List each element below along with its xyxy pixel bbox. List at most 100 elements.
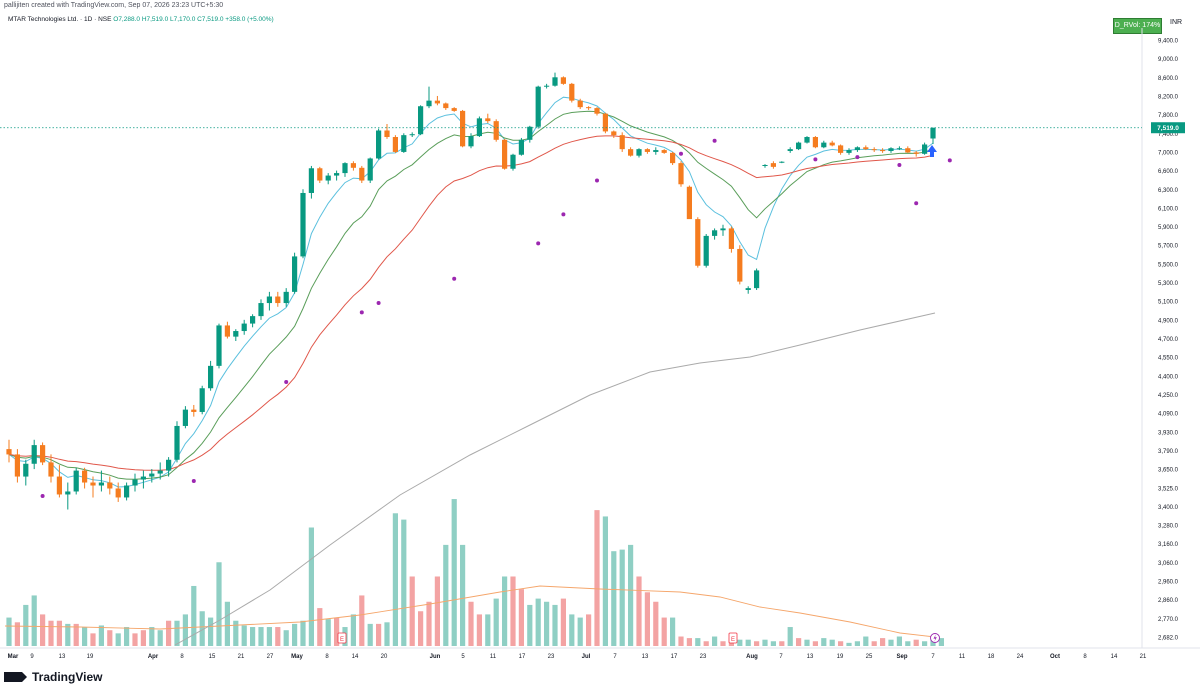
volume-bar	[115, 633, 121, 646]
earnings-marker-icon	[728, 632, 738, 644]
volume-bar	[40, 614, 46, 646]
y-tick-label: 4,550.0	[1158, 356, 1179, 362]
volume-bar	[922, 641, 928, 646]
x-tick-label: Aug	[746, 654, 758, 660]
earnings-marker-label: E	[731, 637, 735, 643]
x-tick-label: 11	[490, 654, 497, 660]
candle-body	[804, 137, 810, 143]
volume-bar	[619, 549, 625, 646]
volume-bar	[300, 620, 306, 646]
signal-dot	[359, 310, 364, 315]
candle-body	[812, 137, 818, 148]
volume-bar	[544, 601, 550, 646]
y-tick-label: 3,525.0	[1158, 486, 1179, 492]
x-tick-label: Oct	[1050, 654, 1060, 660]
volume-bar	[930, 639, 936, 646]
x-tick-label: 15	[209, 654, 216, 660]
volume-bar	[854, 641, 860, 646]
volume-bar	[594, 510, 600, 646]
candle-body	[510, 154, 516, 169]
volume-bar	[460, 544, 466, 646]
volume-bar	[90, 633, 96, 646]
y-tick-label: 2,770.0	[1158, 617, 1179, 623]
candle-body	[250, 316, 256, 324]
candle-body	[73, 470, 79, 492]
symbol-name[interactable]: MTAR Technologies Ltd. · 1D · NSE	[8, 16, 112, 23]
volume-bar	[124, 627, 130, 646]
candle-body	[720, 228, 726, 231]
x-tick-label: 27	[267, 654, 274, 660]
candle-body	[258, 303, 264, 317]
candle-body	[619, 135, 625, 150]
ema-mid-line	[8, 110, 934, 480]
volume-bar	[796, 638, 802, 646]
candle-body	[233, 331, 239, 337]
volume-bar	[82, 627, 88, 646]
candle-body	[191, 409, 197, 412]
currency-label: INR	[1170, 19, 1183, 26]
volume-bar	[510, 576, 516, 646]
y-tick-label: 6,300.0	[1158, 188, 1179, 194]
x-tick-label: 5	[461, 654, 465, 660]
volume-bar	[653, 601, 659, 646]
signal-dot	[595, 178, 599, 183]
candle-body	[653, 150, 659, 152]
x-tick-label: Sep	[896, 654, 907, 660]
candle-body	[182, 409, 188, 426]
signal-dot	[536, 241, 541, 246]
candle-body	[686, 186, 692, 220]
candle-body	[728, 228, 734, 249]
candle-body	[502, 139, 508, 169]
volume-bar	[174, 620, 180, 646]
candle-body	[443, 103, 449, 109]
candle-body	[670, 152, 676, 164]
volume-bar	[518, 589, 524, 646]
volume-bar	[443, 544, 449, 646]
volume-bar	[502, 576, 508, 646]
y-tick-label: 3,790.0	[1158, 449, 1179, 455]
volume-bar	[384, 622, 390, 646]
x-tick-label: Jun	[430, 654, 441, 660]
volume-bar	[283, 630, 289, 646]
last-price-tag	[1151, 122, 1185, 134]
volume-bar	[535, 598, 541, 646]
candle-body	[48, 462, 54, 477]
volume-bar	[686, 638, 692, 646]
volume-bar	[888, 639, 894, 646]
x-tick-label: 7	[613, 654, 617, 660]
candle-body	[14, 454, 20, 477]
signal-dot	[40, 493, 45, 498]
candle-body	[468, 136, 474, 147]
volume-bar	[191, 585, 197, 646]
x-tick-label: 13	[59, 654, 66, 660]
volume-bar	[670, 617, 676, 646]
volume-bar	[208, 617, 214, 646]
y-tick-label: 2,860.0	[1158, 598, 1179, 604]
candle-body	[342, 163, 348, 174]
x-tick-label: 8	[180, 654, 184, 660]
candle-body	[426, 100, 432, 107]
x-tick-label: Apr	[148, 654, 159, 660]
candle-body	[560, 77, 566, 84]
candle-body	[854, 147, 860, 151]
volume-bar	[216, 562, 222, 646]
candle-body	[493, 121, 499, 140]
volume-bar	[65, 623, 71, 646]
candle-body	[157, 470, 163, 474]
volume-bar	[720, 641, 726, 646]
signal-dot	[191, 479, 196, 484]
volume-bar	[73, 623, 79, 646]
candle-body	[821, 142, 827, 148]
candle-body	[476, 118, 482, 137]
x-tick-label: 19	[837, 654, 844, 660]
x-tick-label: 17	[519, 654, 526, 660]
signal-dot	[813, 157, 818, 162]
tradingview-logo[interactable]: TradingView	[4, 670, 102, 684]
candle-body	[140, 476, 146, 480]
volume-bar	[905, 641, 911, 646]
candle-body	[300, 192, 306, 257]
volume-bar	[611, 551, 617, 646]
candle-body	[829, 142, 835, 146]
candle-body	[695, 219, 701, 266]
